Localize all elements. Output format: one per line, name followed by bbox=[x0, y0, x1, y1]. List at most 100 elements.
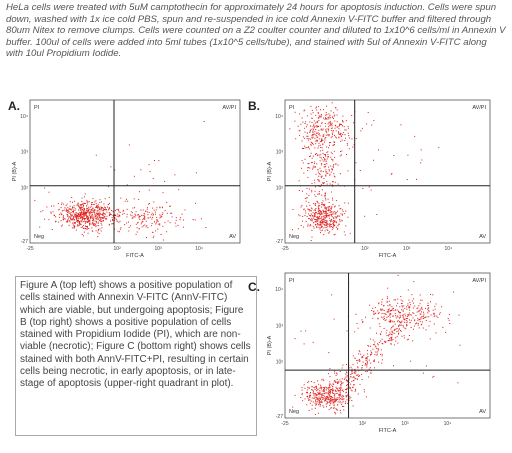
event-dot bbox=[316, 106, 317, 108]
event-dot bbox=[344, 213, 346, 215]
event-dot bbox=[375, 346, 377, 348]
event-dot bbox=[65, 221, 67, 223]
event-dot bbox=[329, 385, 331, 387]
event-dot bbox=[138, 217, 140, 219]
event-dot bbox=[328, 126, 330, 128]
event-dot bbox=[95, 217, 97, 219]
event-dot bbox=[325, 165, 327, 167]
event-dot bbox=[327, 209, 329, 211]
event-dot bbox=[342, 213, 344, 215]
event-dot bbox=[92, 198, 94, 200]
event-dot bbox=[338, 133, 340, 135]
event-dot bbox=[316, 397, 318, 399]
event-dot bbox=[308, 399, 310, 401]
event-dot bbox=[96, 225, 98, 227]
event-dot bbox=[70, 216, 72, 218]
event-dot bbox=[326, 207, 328, 209]
event-dot bbox=[92, 204, 94, 205]
event-dot bbox=[320, 170, 322, 172]
event-dot bbox=[306, 126, 307, 128]
event-dot bbox=[68, 217, 70, 218]
event-dot bbox=[344, 140, 346, 141]
event-dot bbox=[146, 208, 148, 210]
event-dot bbox=[404, 308, 406, 310]
event-dot bbox=[353, 384, 354, 386]
event-dot bbox=[376, 214, 378, 215]
event-dot bbox=[324, 141, 325, 143]
event-dot bbox=[87, 232, 89, 234]
event-dot bbox=[369, 367, 371, 369]
event-dot bbox=[320, 114, 322, 115]
event-dot bbox=[322, 223, 324, 225]
event-dot bbox=[416, 322, 417, 324]
event-dot bbox=[333, 407, 335, 409]
event-dot bbox=[326, 158, 328, 160]
event-dot bbox=[318, 383, 320, 385]
event-dot bbox=[399, 306, 401, 308]
event-dot bbox=[111, 217, 113, 219]
event-dot bbox=[343, 378, 345, 380]
event-dot bbox=[150, 225, 152, 227]
event-dot bbox=[317, 388, 319, 390]
event-dot bbox=[305, 330, 307, 332]
event-dot bbox=[73, 207, 75, 209]
event-dot bbox=[319, 222, 321, 224]
event-dot bbox=[194, 219, 196, 221]
event-dot bbox=[89, 223, 91, 225]
event-dot bbox=[89, 219, 91, 221]
event-dot bbox=[164, 209, 166, 211]
event-dot bbox=[324, 230, 326, 232]
event-dot bbox=[404, 315, 406, 317]
event-dot bbox=[90, 208, 92, 210]
event-dot bbox=[314, 190, 316, 192]
event-dot bbox=[330, 407, 332, 409]
event-dot bbox=[141, 222, 143, 224]
event-dot bbox=[448, 319, 450, 321]
event-dot bbox=[427, 308, 429, 309]
event-dot bbox=[319, 217, 321, 219]
event-dot bbox=[394, 299, 396, 301]
event-dot bbox=[400, 312, 401, 314]
event-dot bbox=[159, 206, 161, 208]
event-dot bbox=[324, 399, 326, 400]
event-dot bbox=[72, 201, 73, 203]
event-dot bbox=[373, 359, 375, 361]
event-dot bbox=[317, 193, 319, 195]
event-dot bbox=[100, 219, 102, 221]
event-dot bbox=[55, 220, 57, 222]
event-dot bbox=[68, 208, 70, 210]
event-dot bbox=[391, 337, 392, 339]
event-dot bbox=[316, 163, 318, 165]
event-dot bbox=[329, 212, 331, 213]
event-dot bbox=[360, 130, 362, 132]
event-dot bbox=[92, 218, 94, 219]
event-dot bbox=[320, 147, 322, 148]
event-dot bbox=[318, 212, 320, 214]
event-dot bbox=[75, 222, 76, 224]
event-dot bbox=[315, 173, 317, 175]
event-dot bbox=[380, 309, 382, 311]
event-dot bbox=[300, 206, 302, 208]
event-dot bbox=[94, 216, 96, 217]
event-dot bbox=[393, 344, 395, 346]
event-dot bbox=[322, 229, 323, 231]
event-dot bbox=[68, 212, 70, 214]
event-dot bbox=[381, 362, 383, 364]
event-dot bbox=[386, 335, 388, 337]
event-dot bbox=[304, 387, 306, 389]
event-dot bbox=[302, 121, 304, 123]
event-dot bbox=[137, 222, 138, 224]
event-dot bbox=[77, 203, 79, 205]
event-dot bbox=[313, 382, 315, 384]
event-dot bbox=[434, 308, 436, 310]
event-dot bbox=[334, 134, 335, 136]
event-dot bbox=[322, 393, 324, 395]
event-dot bbox=[453, 291, 454, 293]
event-dot bbox=[307, 223, 309, 225]
event-dot bbox=[320, 218, 322, 220]
quadrant-label: Neg bbox=[289, 234, 299, 240]
event-dot bbox=[99, 213, 101, 215]
event-dot bbox=[331, 133, 333, 135]
event-dot bbox=[415, 315, 417, 317]
event-dot bbox=[371, 310, 373, 311]
